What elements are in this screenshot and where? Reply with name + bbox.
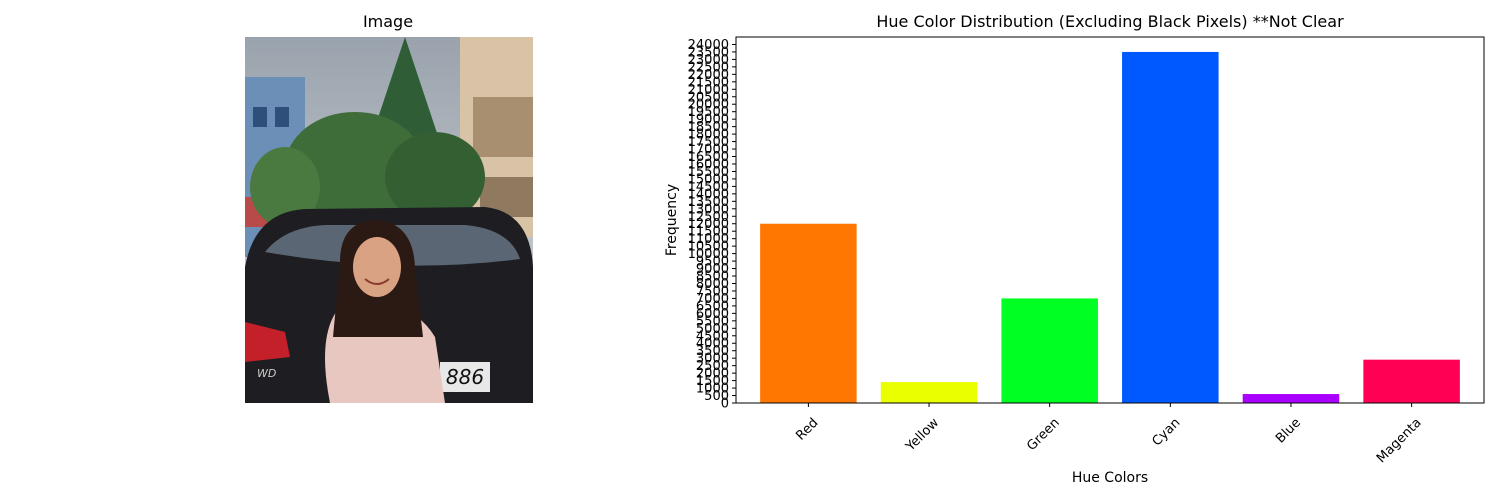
y-tick-label: 22000	[688, 68, 729, 83]
y-tick-label: 11000	[688, 232, 729, 247]
bar-red	[760, 223, 857, 403]
y-tick-label: 6000	[696, 307, 729, 322]
bars-group	[760, 51, 1460, 403]
y-tick-label: 3000	[696, 352, 729, 367]
photo: 886 WD	[245, 37, 533, 403]
image-panel-title: Image	[362, 12, 414, 31]
bar-yellow	[880, 382, 978, 403]
y-tick-label: 4500	[696, 329, 729, 344]
car-tail-light	[245, 322, 290, 362]
photo-illustration: 886 WD	[245, 37, 533, 403]
y-tick-label: 12000	[688, 217, 729, 232]
y-tick-label: 8500	[696, 270, 729, 285]
tree	[385, 132, 485, 222]
y-tick-label: 11500	[688, 225, 729, 240]
y-tick-label: 500	[704, 389, 729, 404]
y-tick-label: 5000	[696, 322, 729, 337]
y-tick-label: 21500	[688, 75, 729, 90]
y-tick-label: 7000	[696, 292, 729, 307]
x-tick-label: Red	[793, 415, 821, 443]
y-axis-label: Frequency	[664, 184, 680, 256]
y-tick-label: 0	[721, 397, 729, 412]
y-tick-label: 17500	[688, 135, 729, 150]
bar-green	[1001, 298, 1098, 403]
y-tick-label: 8000	[696, 277, 729, 292]
y-tick-label: 14000	[688, 187, 729, 202]
x-tick-label: Magenta	[1374, 415, 1425, 466]
y-tick-label: 9000	[696, 262, 729, 277]
y-tick-label: 15000	[688, 172, 729, 187]
bar-blue	[1242, 394, 1340, 403]
license-plate	[440, 362, 490, 392]
y-tick-label: 18000	[688, 128, 729, 143]
bar-magenta	[1363, 359, 1460, 403]
building-window	[275, 107, 289, 127]
y-tick-label: 16500	[688, 150, 729, 165]
y-tick-label: 23000	[688, 53, 729, 68]
x-tick-label: Green	[1024, 415, 1062, 453]
building-window	[253, 107, 267, 127]
y-tick-label: 1000	[696, 382, 729, 397]
x-axis-ticks: Red Yellow Green Cyan Blue Magenta	[793, 403, 1425, 466]
y-tick-label: 2500	[696, 359, 729, 374]
tree	[250, 147, 320, 227]
y-tick-label: 10500	[688, 240, 729, 255]
y-tick-label: 1500	[696, 374, 729, 389]
person-face	[353, 237, 401, 297]
y-tick-label: 18500	[688, 120, 729, 135]
y-tick-label: 16000	[688, 157, 729, 172]
y-tick-label: 21000	[688, 83, 729, 98]
x-tick-label: Yellow	[902, 415, 942, 455]
y-tick-label: 19500	[688, 105, 729, 120]
x-tick-label: Blue	[1273, 415, 1304, 446]
y-tick-label: 6500	[696, 299, 729, 314]
x-tick-label: Cyan	[1149, 415, 1183, 449]
y-tick-label: 2000	[696, 367, 729, 382]
y-tick-label: 15500	[688, 165, 729, 180]
y-tick-label: 4000	[696, 337, 729, 352]
y-tick-label: 13000	[688, 202, 729, 217]
x-axis-label: Hue Colors	[1072, 470, 1148, 486]
y-tick-label: 14500	[688, 180, 729, 195]
y-tick-label: 13500	[688, 195, 729, 210]
y-tick-label: 24000	[688, 38, 729, 53]
y-tick-label: 3500	[696, 344, 729, 359]
y-axis-ticks: 0500100015002000250030003500400045005000…	[688, 38, 736, 412]
y-tick-label: 7500	[696, 284, 729, 299]
y-tick-label: 5500	[696, 314, 729, 329]
y-tick-label: 12500	[688, 210, 729, 225]
y-tick-label: 23500	[688, 45, 729, 60]
y-tick-label: 22500	[688, 60, 729, 75]
y-tick-label: 17000	[688, 143, 729, 158]
person-smile	[364, 278, 390, 285]
chart-title: Hue Color Distribution (Excluding Black …	[876, 12, 1344, 31]
y-tick-label: 9500	[696, 255, 729, 270]
y-tick-label: 10000	[688, 247, 729, 262]
car-badge-text: WD	[257, 367, 276, 380]
y-tick-label: 20500	[688, 90, 729, 105]
plot-frame	[735, 36, 1485, 404]
y-tick-label: 20000	[688, 98, 729, 113]
y-tick-label: 19000	[688, 113, 729, 128]
license-plate-text: 886	[446, 365, 484, 389]
balcony	[473, 97, 533, 157]
bar-cyan	[1122, 51, 1219, 403]
